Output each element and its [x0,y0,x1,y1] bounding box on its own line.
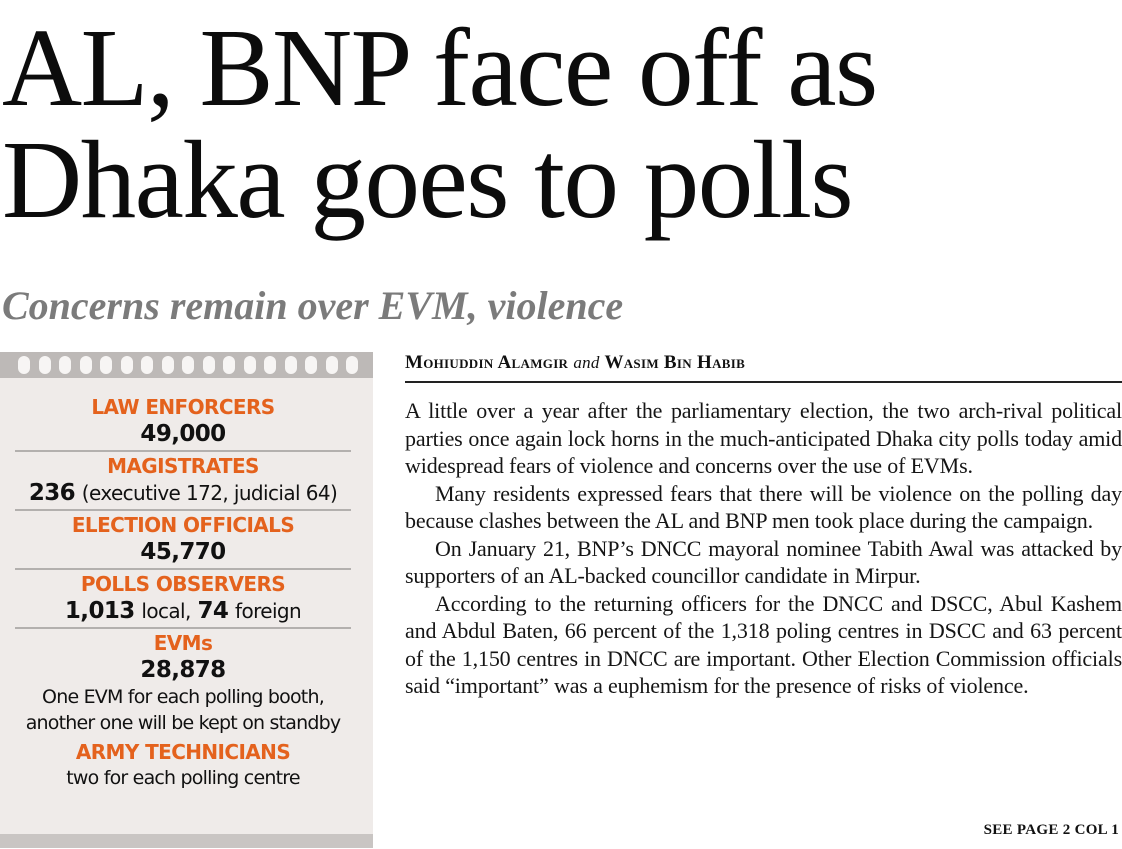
fact-value: 28,878 [140,657,226,683]
fact-note: another one will be kept on standby [25,712,341,734]
fact-foreign-label: foreign [235,599,302,623]
fact-polls-observers: POLLS OBSERVERS 1,013 local, 74 foreign [15,571,351,625]
fact-value-row: 49,000 [15,420,351,448]
fact-label: LAW ENFORCERS [91,395,275,419]
fact-detail: (executive 172, judicial 64) [81,481,338,505]
article-paragraph: A little over a year after the parliamen… [405,398,1122,478]
perforation-dot [38,356,51,374]
factbox-perforated-edge [0,352,373,378]
fact-label: POLLS OBSERVERS [80,572,286,596]
fact-note: two for each polling centre [66,767,300,789]
continuation-jump: SEE PAGE 2 COL 1 [983,822,1119,838]
fact-label: MAGISTRATES [107,454,259,478]
fact-value-foreign: 74 [197,598,229,624]
article-paragraph: According to the returning officers for … [405,590,1122,699]
fact-divider [15,568,351,570]
perforation-dot [305,356,317,374]
fact-value-row: 236 (executive 172, judicial 64) [15,479,351,507]
fact-divider [15,509,351,511]
perforation-dot [182,356,194,374]
perforation-dot [59,356,71,374]
article-paragraph: On January 21, BNP’s DNCC mayoral nomine… [405,535,1122,589]
perforation-dot [202,356,215,374]
factbox-list: LAW ENFORCERS 49,000 MAGISTRATES 236 (ex… [15,394,351,791]
factbox: LAW ENFORCERS 49,000 MAGISTRATES 236 (ex… [0,352,373,848]
perforation-dot [284,356,297,374]
fact-value-row: 45,770 [15,538,351,566]
headline-line-2: Dhaka goes to polls [2,119,854,242]
fact-label: ELECTION OFFICIALS [71,513,295,537]
fact-magistrates: MAGISTRATES 236 (executive 172, judicial… [15,453,351,507]
headline-line-1: AL, BNP face off as [2,7,878,130]
byline-conjunction: and [573,353,600,372]
subheadline: Concerns remain over EVM, violence [2,283,624,328]
fact-evms: EVMs 28,878 One EVM for each polling boo… [15,630,351,736]
factbox-bottom-band [0,834,373,848]
fact-label: EVMs [153,631,213,655]
byline: Mohiuddin Alamgir and Wasim Bin Habib [405,352,1122,374]
fact-value: 49,000 [140,421,226,447]
fact-value: 45,770 [140,539,226,565]
fact-divider [15,627,351,629]
fact-local-label: local, [141,599,191,623]
perforation-dot [346,356,358,374]
fact-label: ARMY TECHNICIANS [75,740,291,764]
fact-value-row: 1,013 local, 74 foreign [15,597,351,625]
fact-election-officials: ELECTION OFFICIALS 45,770 [15,512,351,566]
perforation-dot [79,356,92,374]
headline: AL, BNP face off as Dhaka goes to polls [2,7,1117,242]
perforation-dot [264,356,276,374]
fact-law-enforcers: LAW ENFORCERS 49,000 [15,394,351,448]
fact-value: 236 [28,480,76,506]
perforation-dot [141,356,153,374]
perforation-dot [243,356,256,374]
perforation-dot [100,356,112,374]
byline-author-2: Wasim Bin Habib [604,352,746,373]
perforation-dot [223,356,235,374]
perforation-dot [325,356,338,374]
fact-army-technicians: ARMY TECHNICIANS two for each polling ce… [15,739,351,791]
fact-divider [15,450,351,452]
perforation-dot [18,356,30,374]
byline-rule [405,381,1122,383]
article-body: A little over a year after the parliamen… [405,397,1122,700]
article-paragraph: Many residents expressed fears that ther… [405,480,1122,534]
byline-author-1: Mohiuddin Alamgir [405,352,569,373]
fact-value-local: 1,013 [64,598,135,624]
perforation-dot [120,356,133,374]
fact-value-row: 28,878 [15,656,351,684]
perforation-dot [161,356,174,374]
fact-note: One EVM for each polling booth, [42,686,325,708]
